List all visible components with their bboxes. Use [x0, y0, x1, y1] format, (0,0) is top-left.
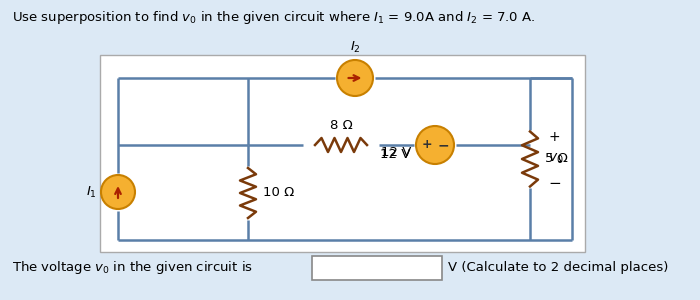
Text: V (Calculate to 2 decimal places): V (Calculate to 2 decimal places): [448, 260, 668, 274]
Bar: [312, 256, 442, 280]
Text: +: +: [548, 130, 559, 144]
Text: $I_2$: $I_2$: [349, 40, 360, 55]
Text: 5 Ω: 5 Ω: [545, 152, 568, 166]
Text: 12 V: 12 V: [379, 148, 410, 161]
Text: The voltage $v_0$ in the given circuit is: The voltage $v_0$ in the given circuit i…: [12, 259, 253, 275]
Text: 10 Ω: 10 Ω: [263, 187, 294, 200]
Bar: [100, 55, 585, 252]
Text: $I_1$: $I_1$: [86, 184, 97, 200]
Text: $v_0$: $v_0$: [548, 152, 564, 166]
Text: 12 V: 12 V: [381, 146, 411, 160]
Text: −: −: [438, 138, 449, 152]
Circle shape: [101, 175, 135, 209]
Text: 8 Ω: 8 Ω: [330, 119, 352, 132]
Text: −: −: [548, 176, 561, 190]
Text: +: +: [421, 139, 433, 152]
Circle shape: [416, 126, 454, 164]
Circle shape: [337, 60, 373, 96]
Text: Use superposition to find $v_0$ in the given circuit where $I_1$ = 9.0A and $I_2: Use superposition to find $v_0$ in the g…: [12, 9, 536, 26]
